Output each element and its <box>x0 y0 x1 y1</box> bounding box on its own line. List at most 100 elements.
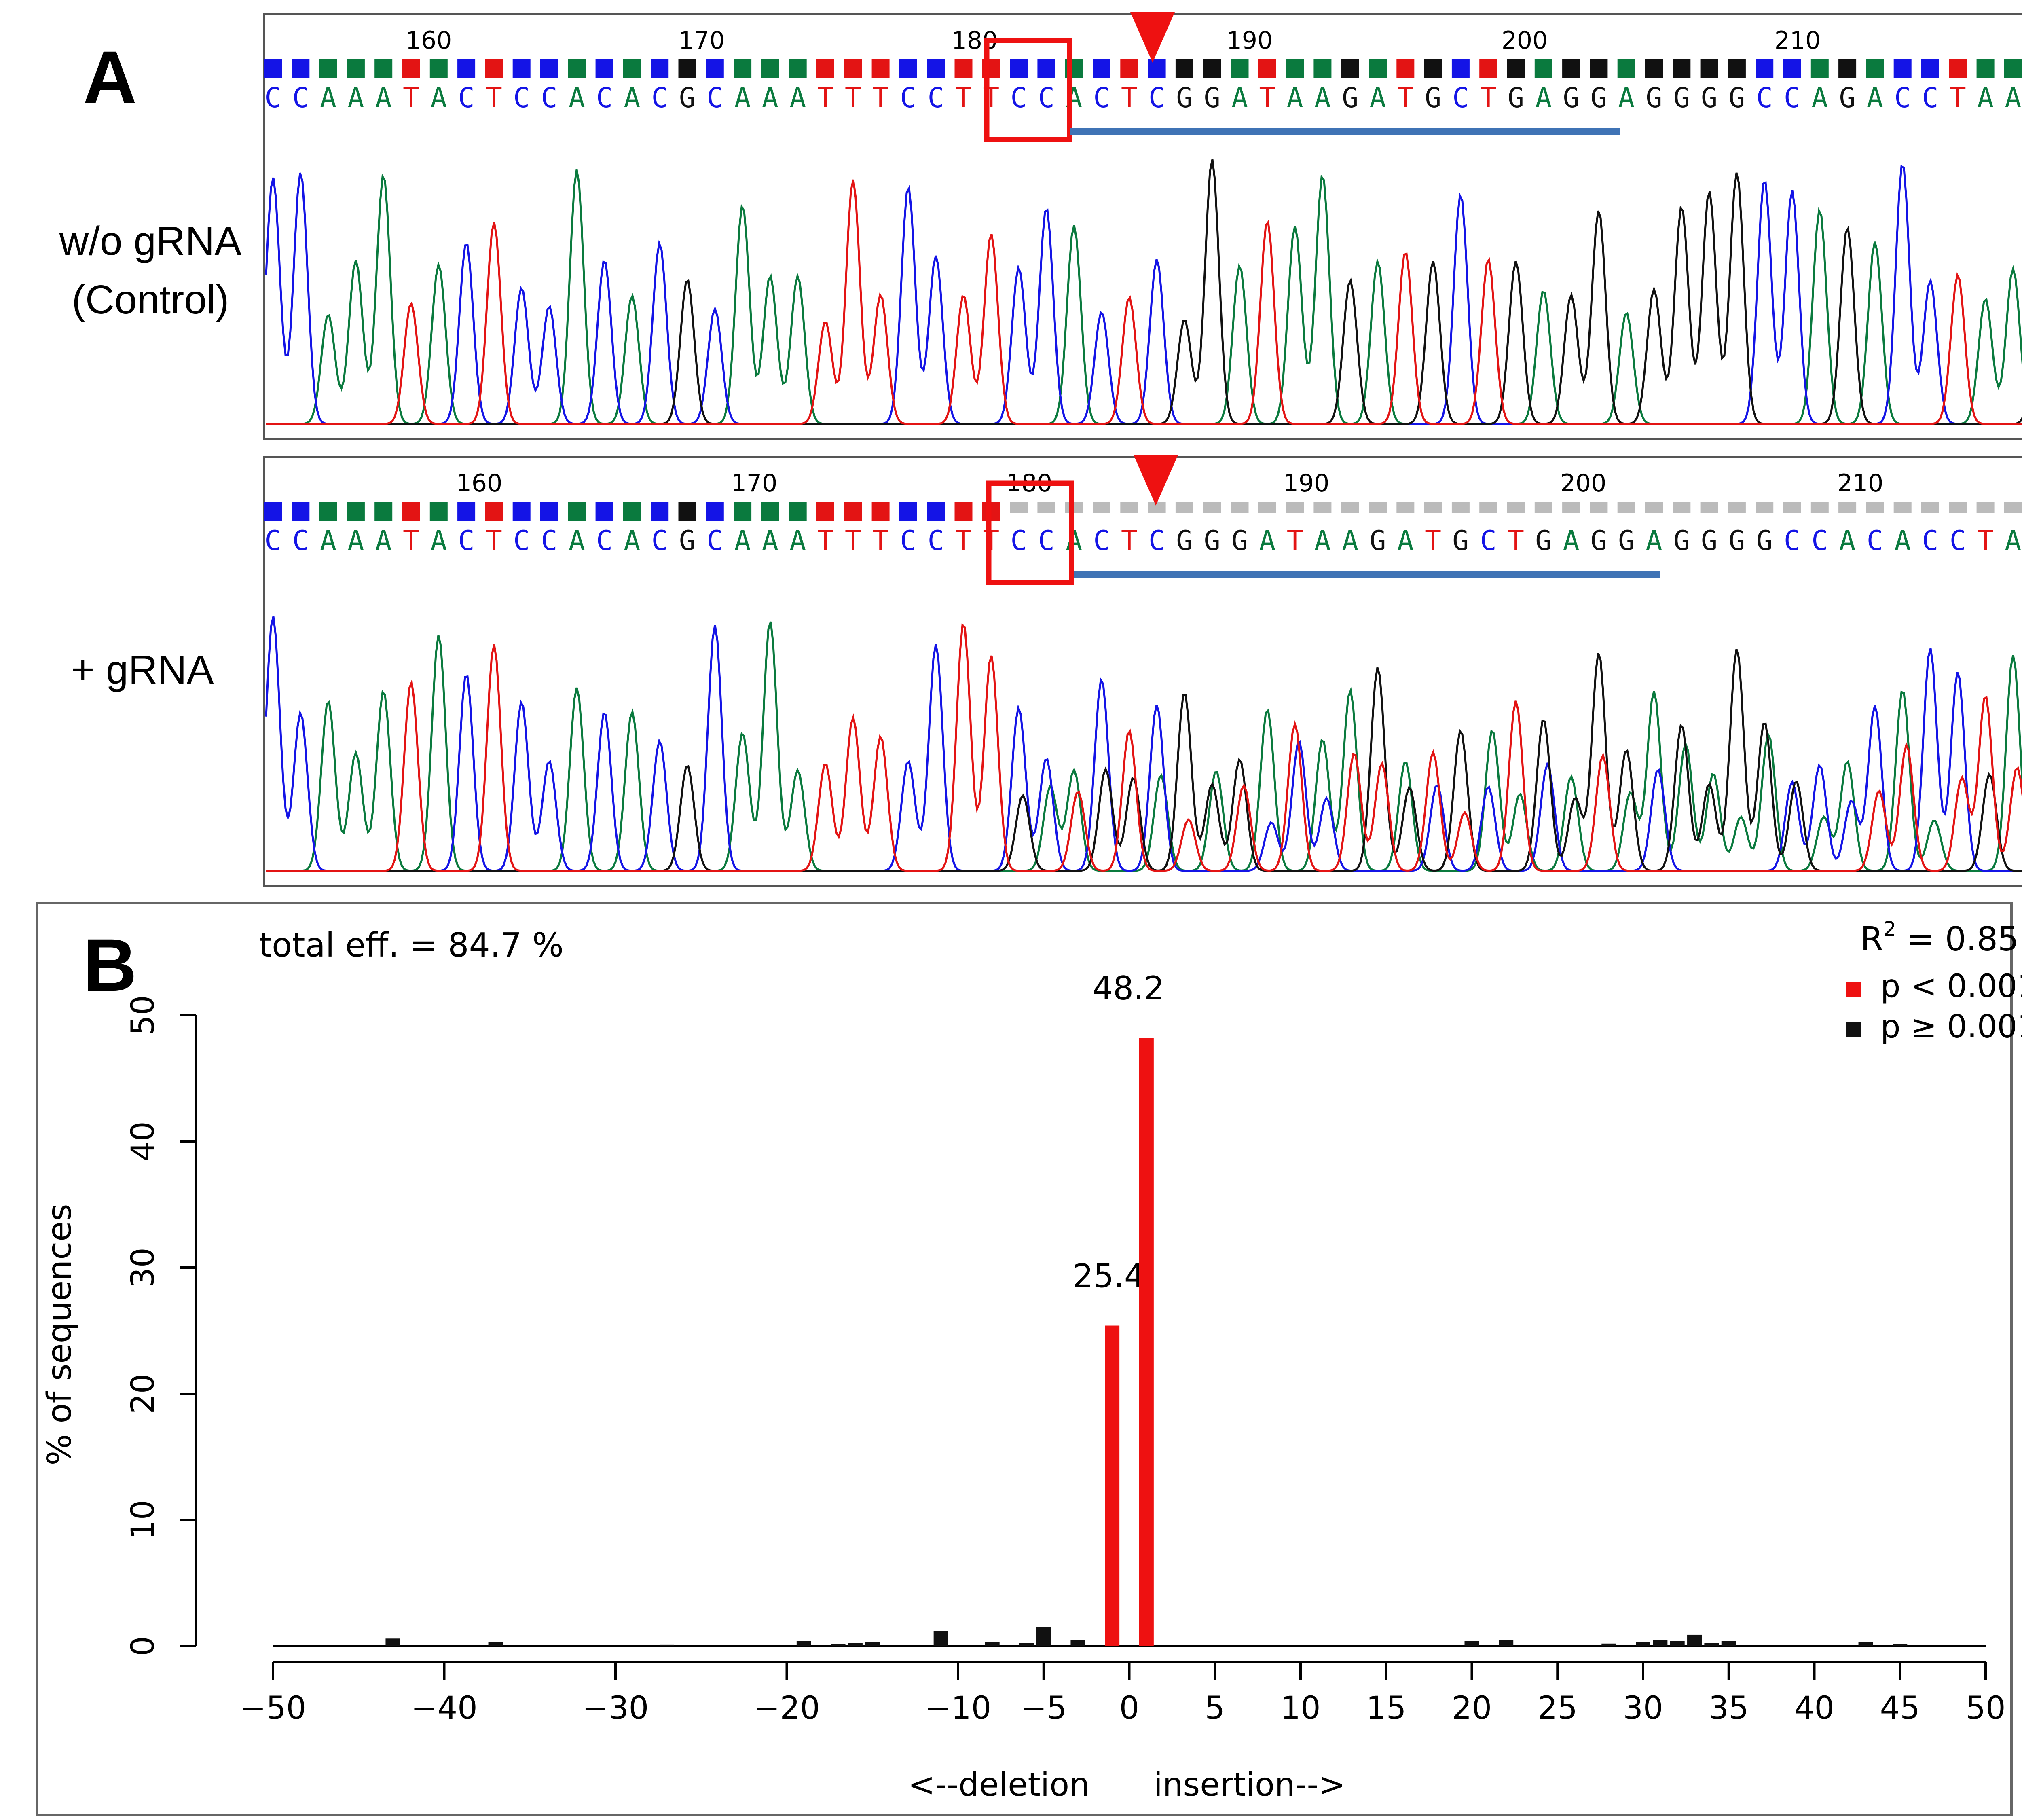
base-letter: C <box>706 82 723 114</box>
base-letter: C <box>541 525 558 557</box>
base-letter: A <box>624 525 640 557</box>
base-quality-box <box>1010 502 1028 513</box>
base-letter: C <box>1811 525 1828 557</box>
bar-nonsignificant <box>1070 1640 1085 1646</box>
base-quality-box <box>1810 59 1829 78</box>
bar-nonsignificant <box>1893 1644 1908 1646</box>
base-letter: G <box>1591 525 1607 557</box>
bar-nonsignificant <box>848 1643 863 1646</box>
base-quality-box <box>1783 502 1801 513</box>
total-efficiency-label: total eff. = 84.7 % <box>259 926 564 965</box>
base-quality-box <box>292 59 310 78</box>
base-quality-box <box>347 502 365 521</box>
ruler-number: 170 <box>679 26 725 55</box>
panel-b-frame <box>36 902 2013 1816</box>
base-quality-box <box>540 502 558 521</box>
x-tick-label: 45 <box>1880 1690 1920 1727</box>
base-quality-box <box>1756 59 1774 78</box>
base-quality-box <box>954 59 973 78</box>
base-letter: A <box>762 525 778 557</box>
base-quality-box <box>1866 502 1884 513</box>
y-tick-label: 40 <box>125 1121 161 1161</box>
panel-a-letter: A <box>83 36 137 119</box>
bar-nonsignificant <box>1019 1643 1034 1646</box>
base-letter: G <box>679 82 696 114</box>
base-letter: T <box>1950 82 1966 114</box>
base-quality-box <box>899 502 917 521</box>
base-quality-box <box>1396 59 1415 78</box>
base-quality-box <box>1120 59 1138 78</box>
bar-significant <box>1105 1325 1120 1646</box>
base-letter: A <box>789 525 806 557</box>
trace-A <box>266 621 2022 872</box>
base-quality-box <box>1341 502 1359 513</box>
base-quality-box <box>1451 59 1470 78</box>
base-letter: G <box>1176 525 1193 557</box>
base-quality-box <box>734 502 752 521</box>
base-quality-box <box>1231 502 1249 513</box>
base-quality-box <box>1010 59 1028 78</box>
base-quality-box <box>1893 502 1912 513</box>
base-letter: A <box>1314 525 1331 557</box>
base-letter: C <box>513 525 530 557</box>
base-letter: A <box>1894 525 1911 557</box>
base-quality-box <box>816 502 834 521</box>
base-quality-box <box>1617 59 1635 78</box>
y-tick-label: 0 <box>125 1636 161 1656</box>
legend-label: p ≥ 0.001 <box>1880 1009 2022 1045</box>
base-quality-box <box>485 502 503 521</box>
base-quality-box <box>844 502 862 521</box>
base-letter: C <box>292 82 309 114</box>
base-letter: A <box>430 525 447 557</box>
base-quality-box <box>789 59 807 78</box>
base-quality-box <box>927 59 945 78</box>
base-quality-box <box>1534 59 1552 78</box>
base-letter: C <box>265 82 281 114</box>
base-letter: G <box>1425 82 1441 114</box>
x-tick-label: 35 <box>1709 1690 1749 1727</box>
base-quality-box <box>1562 502 1580 513</box>
ruler-number: 170 <box>731 469 778 497</box>
base-letter: A <box>1535 82 1552 114</box>
base-quality-box <box>540 59 558 78</box>
base-letter: G <box>1176 82 1193 114</box>
ruler-number: 160 <box>456 469 503 497</box>
base-quality-box <box>1175 502 1193 513</box>
base-quality-box <box>1037 59 1055 78</box>
x-tick-label: −30 <box>582 1690 649 1727</box>
base-letter: A <box>1231 82 1248 114</box>
base-quality-box <box>623 59 641 78</box>
base-quality-box <box>1949 59 1967 78</box>
bar-value-label: 25.4 <box>1073 1257 1145 1295</box>
base-quality-box <box>347 59 365 78</box>
base-letter: T <box>955 82 972 114</box>
base-quality-box <box>568 59 586 78</box>
base-quality-box <box>1148 502 1166 513</box>
bar-value-label: 48.2 <box>1092 969 1164 1007</box>
base-quality-box <box>651 502 669 521</box>
base-quality-box <box>512 502 531 521</box>
base-quality-box <box>706 502 724 521</box>
base-letter: T <box>403 82 419 114</box>
base-letter: C <box>1038 525 1055 557</box>
base-quality-box <box>1148 59 1166 78</box>
base-letter: T <box>872 525 889 557</box>
base-letter: T <box>1287 525 1303 557</box>
base-letter: A <box>1646 525 1662 557</box>
base-letter: T <box>1977 525 1994 557</box>
ruler-number: 210 <box>1837 469 1884 497</box>
base-letter: C <box>1480 525 1497 557</box>
base-letter: C <box>292 525 309 557</box>
base-letter: A <box>1563 525 1580 557</box>
base-letter: C <box>1867 525 1883 557</box>
trace-T <box>266 179 2022 425</box>
pam-highlight-box <box>986 480 1074 585</box>
base-letter: A <box>375 525 392 557</box>
x-tick-label: −20 <box>753 1690 820 1727</box>
base-quality-box <box>1783 59 1801 78</box>
base-letter: A <box>762 82 778 114</box>
base-quality-box <box>319 502 337 521</box>
base-letter: A <box>569 525 585 557</box>
